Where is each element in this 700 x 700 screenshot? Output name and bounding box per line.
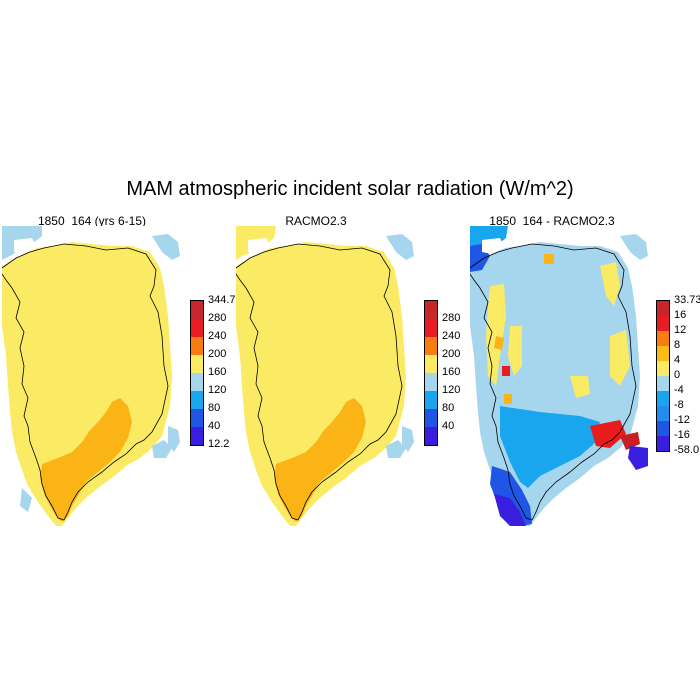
colorbar-segment: [191, 427, 203, 445]
colorbar-tick-label: 200: [208, 348, 227, 360]
colorbar-segment: [425, 391, 437, 409]
colorbar-segment: [191, 391, 203, 409]
colorbar-tick-label: 200: [442, 348, 461, 360]
colorbar-tick-label: -16: [674, 429, 690, 441]
colorbar-tick-label: -12: [674, 414, 690, 426]
colorbar-segment: [657, 376, 669, 391]
panel-3-map: [470, 226, 650, 526]
colorbar-box: [656, 300, 670, 452]
colorbar-segment: [425, 373, 437, 391]
colorbar-tick-label: 344.7: [208, 294, 236, 306]
panel-2-title: RACMO2.3: [285, 214, 347, 228]
panel-1-greenland-map: [2, 226, 180, 526]
colorbar-segment: [657, 406, 669, 421]
colorbar-tick-label: 4: [674, 354, 681, 366]
panel-2-greenland-map: [236, 226, 414, 526]
colorbar-tick-label: 120: [442, 384, 461, 396]
colorbar-tick-label: 80: [208, 402, 221, 414]
colorbar-box: [190, 300, 204, 446]
panel-1-title: 1850_164 (yrs 6-15): [37, 214, 147, 228]
colorbar-tick-label: 12.2: [208, 438, 230, 450]
colorbar-tick-label: 12: [674, 324, 687, 336]
colorbar-tick-label: 8: [674, 339, 681, 351]
colorbar-segment: [425, 409, 437, 427]
colorbar-tick-label: 33.73: [674, 294, 700, 306]
colorbar-tick-label: 0: [674, 369, 681, 381]
colorbar-segment: [191, 355, 203, 373]
figure-title: MAM atmospheric incident solar radiation…: [126, 178, 574, 200]
colorbar-segment: [657, 361, 669, 376]
colorbar-segment: [425, 427, 437, 445]
colorbar-tick-label: 40: [208, 420, 221, 432]
colorbar-tick-label: -8: [674, 399, 684, 411]
colorbar-segment: [191, 409, 203, 427]
colorbar-tick-label: 160: [442, 366, 461, 378]
panel-3-title: 1850_164 - RACMO2.3: [489, 214, 615, 228]
colorbar-tick-label: 280: [442, 312, 461, 324]
colorbar-segment: [425, 301, 437, 319]
colorbar-tick-label: 240: [442, 330, 461, 342]
colorbar-segment: [191, 301, 203, 319]
colorbar-tick-label: 120: [208, 384, 227, 396]
colorbar-segment: [657, 346, 669, 361]
colorbar-segment: [425, 355, 437, 373]
colorbar-segment: [425, 319, 437, 337]
colorbar-tick-label: 40: [442, 420, 455, 432]
colorbar-segment: [425, 337, 437, 355]
colorbar-tick-label: -4: [674, 384, 684, 396]
colorbar-segment: [657, 301, 669, 316]
colorbar-tick-label: 240: [208, 330, 227, 342]
colorbar-segment: [657, 316, 669, 331]
colorbar-segment: [191, 373, 203, 391]
colorbar-segment: [657, 391, 669, 406]
colorbar-segment: [657, 421, 669, 436]
colorbar-segment: [657, 436, 669, 451]
panel-3-greenland-map: [470, 226, 648, 526]
colorbar-segment: [191, 337, 203, 355]
colorbar-box: [424, 300, 438, 446]
colorbar-segment: [191, 319, 203, 337]
colorbar-tick-label: 80: [442, 402, 455, 414]
colorbar-tick-label: 280: [208, 312, 227, 324]
colorbar-tick-label: 160: [208, 366, 227, 378]
panel-1-map: [2, 226, 182, 526]
colorbar-tick-label: -58.01: [674, 444, 700, 456]
colorbar-segment: [657, 331, 669, 346]
colorbar-tick-label: 16: [674, 309, 687, 321]
panel-2-map: [236, 226, 416, 526]
